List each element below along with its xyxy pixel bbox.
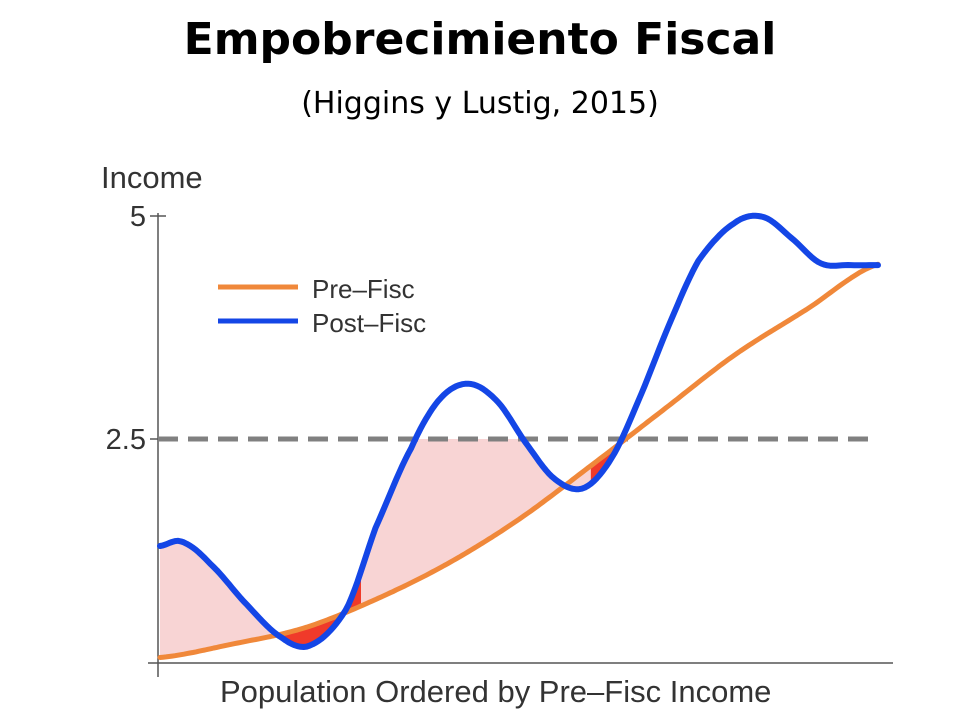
y-axis-label: Income xyxy=(101,160,203,195)
series-group xyxy=(157,212,881,660)
legend-label-post-fisc: Post–Fisc xyxy=(312,308,426,338)
page-title: Empobrecimiento Fiscal xyxy=(183,14,777,65)
axes-group xyxy=(148,213,893,677)
fill-area-dark-2 xyxy=(274,571,361,647)
page-subtitle: (Higgins y Lustig, 2015) xyxy=(301,86,659,121)
fill-area-dark-4 xyxy=(590,439,685,484)
legend: Pre–Fisc Post–Fisc xyxy=(218,274,426,338)
y-tick-label: 2.5 xyxy=(106,424,146,456)
fill-area-light-1 xyxy=(160,540,275,658)
legend-label-pre-fisc: Pre–Fisc xyxy=(312,274,415,304)
x-axis-label: Population Ordered by Pre–Fisc Income xyxy=(220,674,771,709)
series-line-post-fisc xyxy=(157,212,881,650)
y-tick-label: 5 xyxy=(130,201,146,233)
fill-area-light-3 xyxy=(361,439,591,606)
ticks-group: 52.5 xyxy=(106,201,166,456)
